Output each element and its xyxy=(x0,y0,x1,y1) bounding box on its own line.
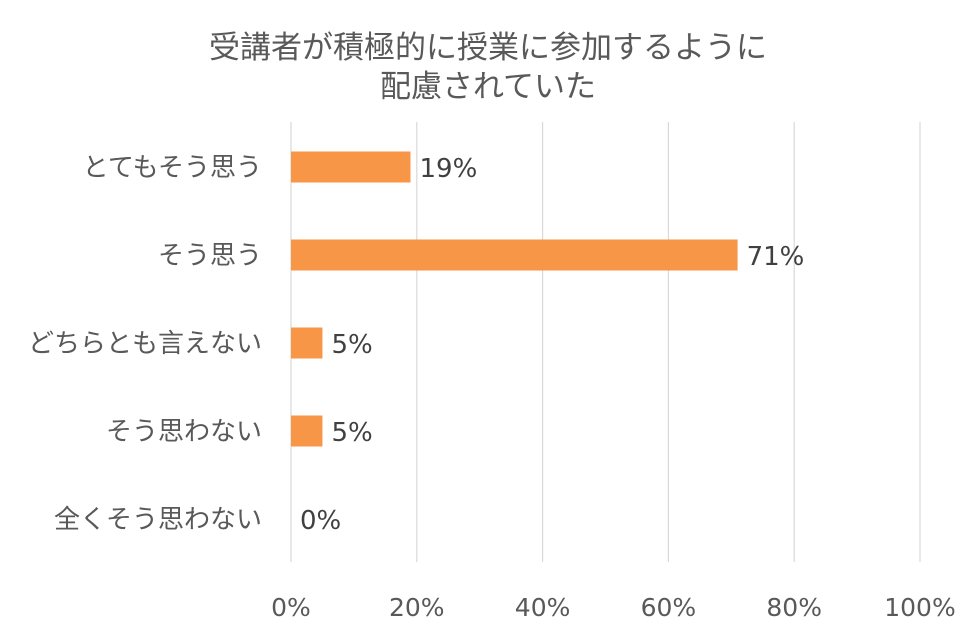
category-label: そう思わない xyxy=(106,417,262,447)
x-tick-label: 40% xyxy=(515,593,571,622)
x-tick-label: 60% xyxy=(641,593,697,622)
bar xyxy=(291,327,323,359)
data-label: 5% xyxy=(331,418,372,448)
value-axis: 0% 20% 40% 60% 80% 100% xyxy=(271,593,956,622)
chart-title-line-1: 受講者が積極的に授業に参加するように xyxy=(209,30,767,66)
x-tick-label: 0% xyxy=(271,593,311,622)
gridlines xyxy=(290,122,921,562)
category-label: とてもそう思う xyxy=(83,153,262,183)
bar xyxy=(291,415,323,447)
bar xyxy=(291,151,411,183)
data-label: 19% xyxy=(420,154,478,184)
chart-title-line-2: 配慮されていた xyxy=(380,69,596,105)
x-tick-label: 80% xyxy=(766,593,822,622)
category-label: 全くそう思わない xyxy=(54,505,262,535)
x-tick-label: 100% xyxy=(884,593,955,622)
x-tick-label: 20% xyxy=(389,593,445,622)
data-labels: 19% 71% 5% 5% 0% xyxy=(300,154,804,536)
bars xyxy=(291,151,738,447)
category-label: そう思う xyxy=(158,241,262,271)
category-label: どちらとも言えない xyxy=(28,329,262,359)
data-label: 71% xyxy=(747,242,805,272)
bar xyxy=(291,239,738,271)
data-label: 5% xyxy=(331,330,372,360)
data-label: 0% xyxy=(300,506,341,536)
